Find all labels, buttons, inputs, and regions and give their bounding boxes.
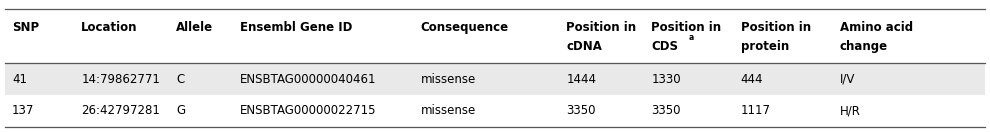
Text: 137: 137 [12,104,35,117]
Text: 1444: 1444 [566,73,596,86]
Text: ENSBTAG00000040461: ENSBTAG00000040461 [240,73,376,86]
Text: Position in: Position in [741,21,811,34]
Text: 1330: 1330 [651,73,681,86]
Text: cDNA: cDNA [566,40,602,53]
Text: SNP: SNP [12,21,39,34]
Text: Location: Location [81,21,138,34]
Text: Amino acid: Amino acid [840,21,913,34]
Bar [5,95,985,127]
Text: 3350: 3350 [566,104,596,117]
Text: C: C [176,73,184,86]
Text: protein: protein [741,40,789,53]
Text: missense: missense [421,104,476,117]
Text: Ensembl Gene ID: Ensembl Gene ID [240,21,352,34]
Bar [5,63,985,95]
Text: Allele: Allele [176,21,214,34]
Text: 14:79862771: 14:79862771 [81,73,160,86]
Text: 26:42797281: 26:42797281 [81,104,160,117]
Text: a: a [689,33,694,42]
Text: G: G [176,104,185,117]
Text: 444: 444 [741,73,763,86]
Text: Position in: Position in [651,21,722,34]
Text: Consequence: Consequence [421,21,509,34]
Text: CDS: CDS [651,40,678,53]
Text: missense: missense [421,73,476,86]
Text: 3350: 3350 [651,104,681,117]
Text: 41: 41 [12,73,27,86]
Text: H/R: H/R [840,104,860,117]
Text: I/V: I/V [840,73,855,86]
Text: change: change [840,40,888,53]
Text: ENSBTAG00000022715: ENSBTAG00000022715 [240,104,376,117]
Text: Position in: Position in [566,21,637,34]
Text: 1117: 1117 [741,104,770,117]
